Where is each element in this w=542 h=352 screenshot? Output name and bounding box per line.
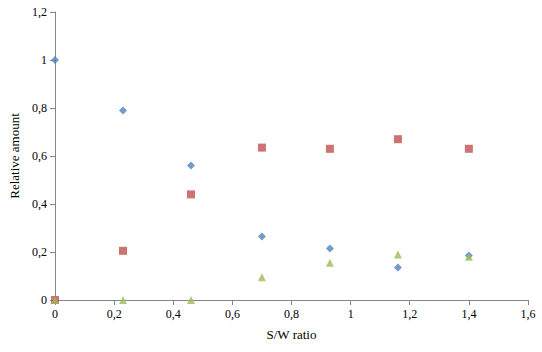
svg-text:S/W ratio: S/W ratio [267,327,317,342]
svg-text:Relative amount: Relative amount [7,113,22,199]
svg-text:0,4: 0,4 [32,197,47,211]
svg-text:0: 0 [52,307,58,321]
svg-text:0,8: 0,8 [32,101,47,115]
svg-text:1: 1 [348,307,354,321]
svg-text:0,6: 0,6 [225,307,240,321]
svg-text:0,4: 0,4 [166,307,181,321]
svg-text:1,2: 1,2 [32,5,47,19]
svg-text:0,2: 0,2 [107,307,122,321]
svg-text:0: 0 [41,293,47,307]
svg-text:1,2: 1,2 [402,307,417,321]
svg-text:0,2: 0,2 [32,245,47,259]
svg-text:0,6: 0,6 [32,149,47,163]
svg-text:1,6: 1,6 [521,307,536,321]
svg-text:0,8: 0,8 [284,307,299,321]
svg-text:1,4: 1,4 [461,307,476,321]
svg-text:1: 1 [41,53,47,67]
